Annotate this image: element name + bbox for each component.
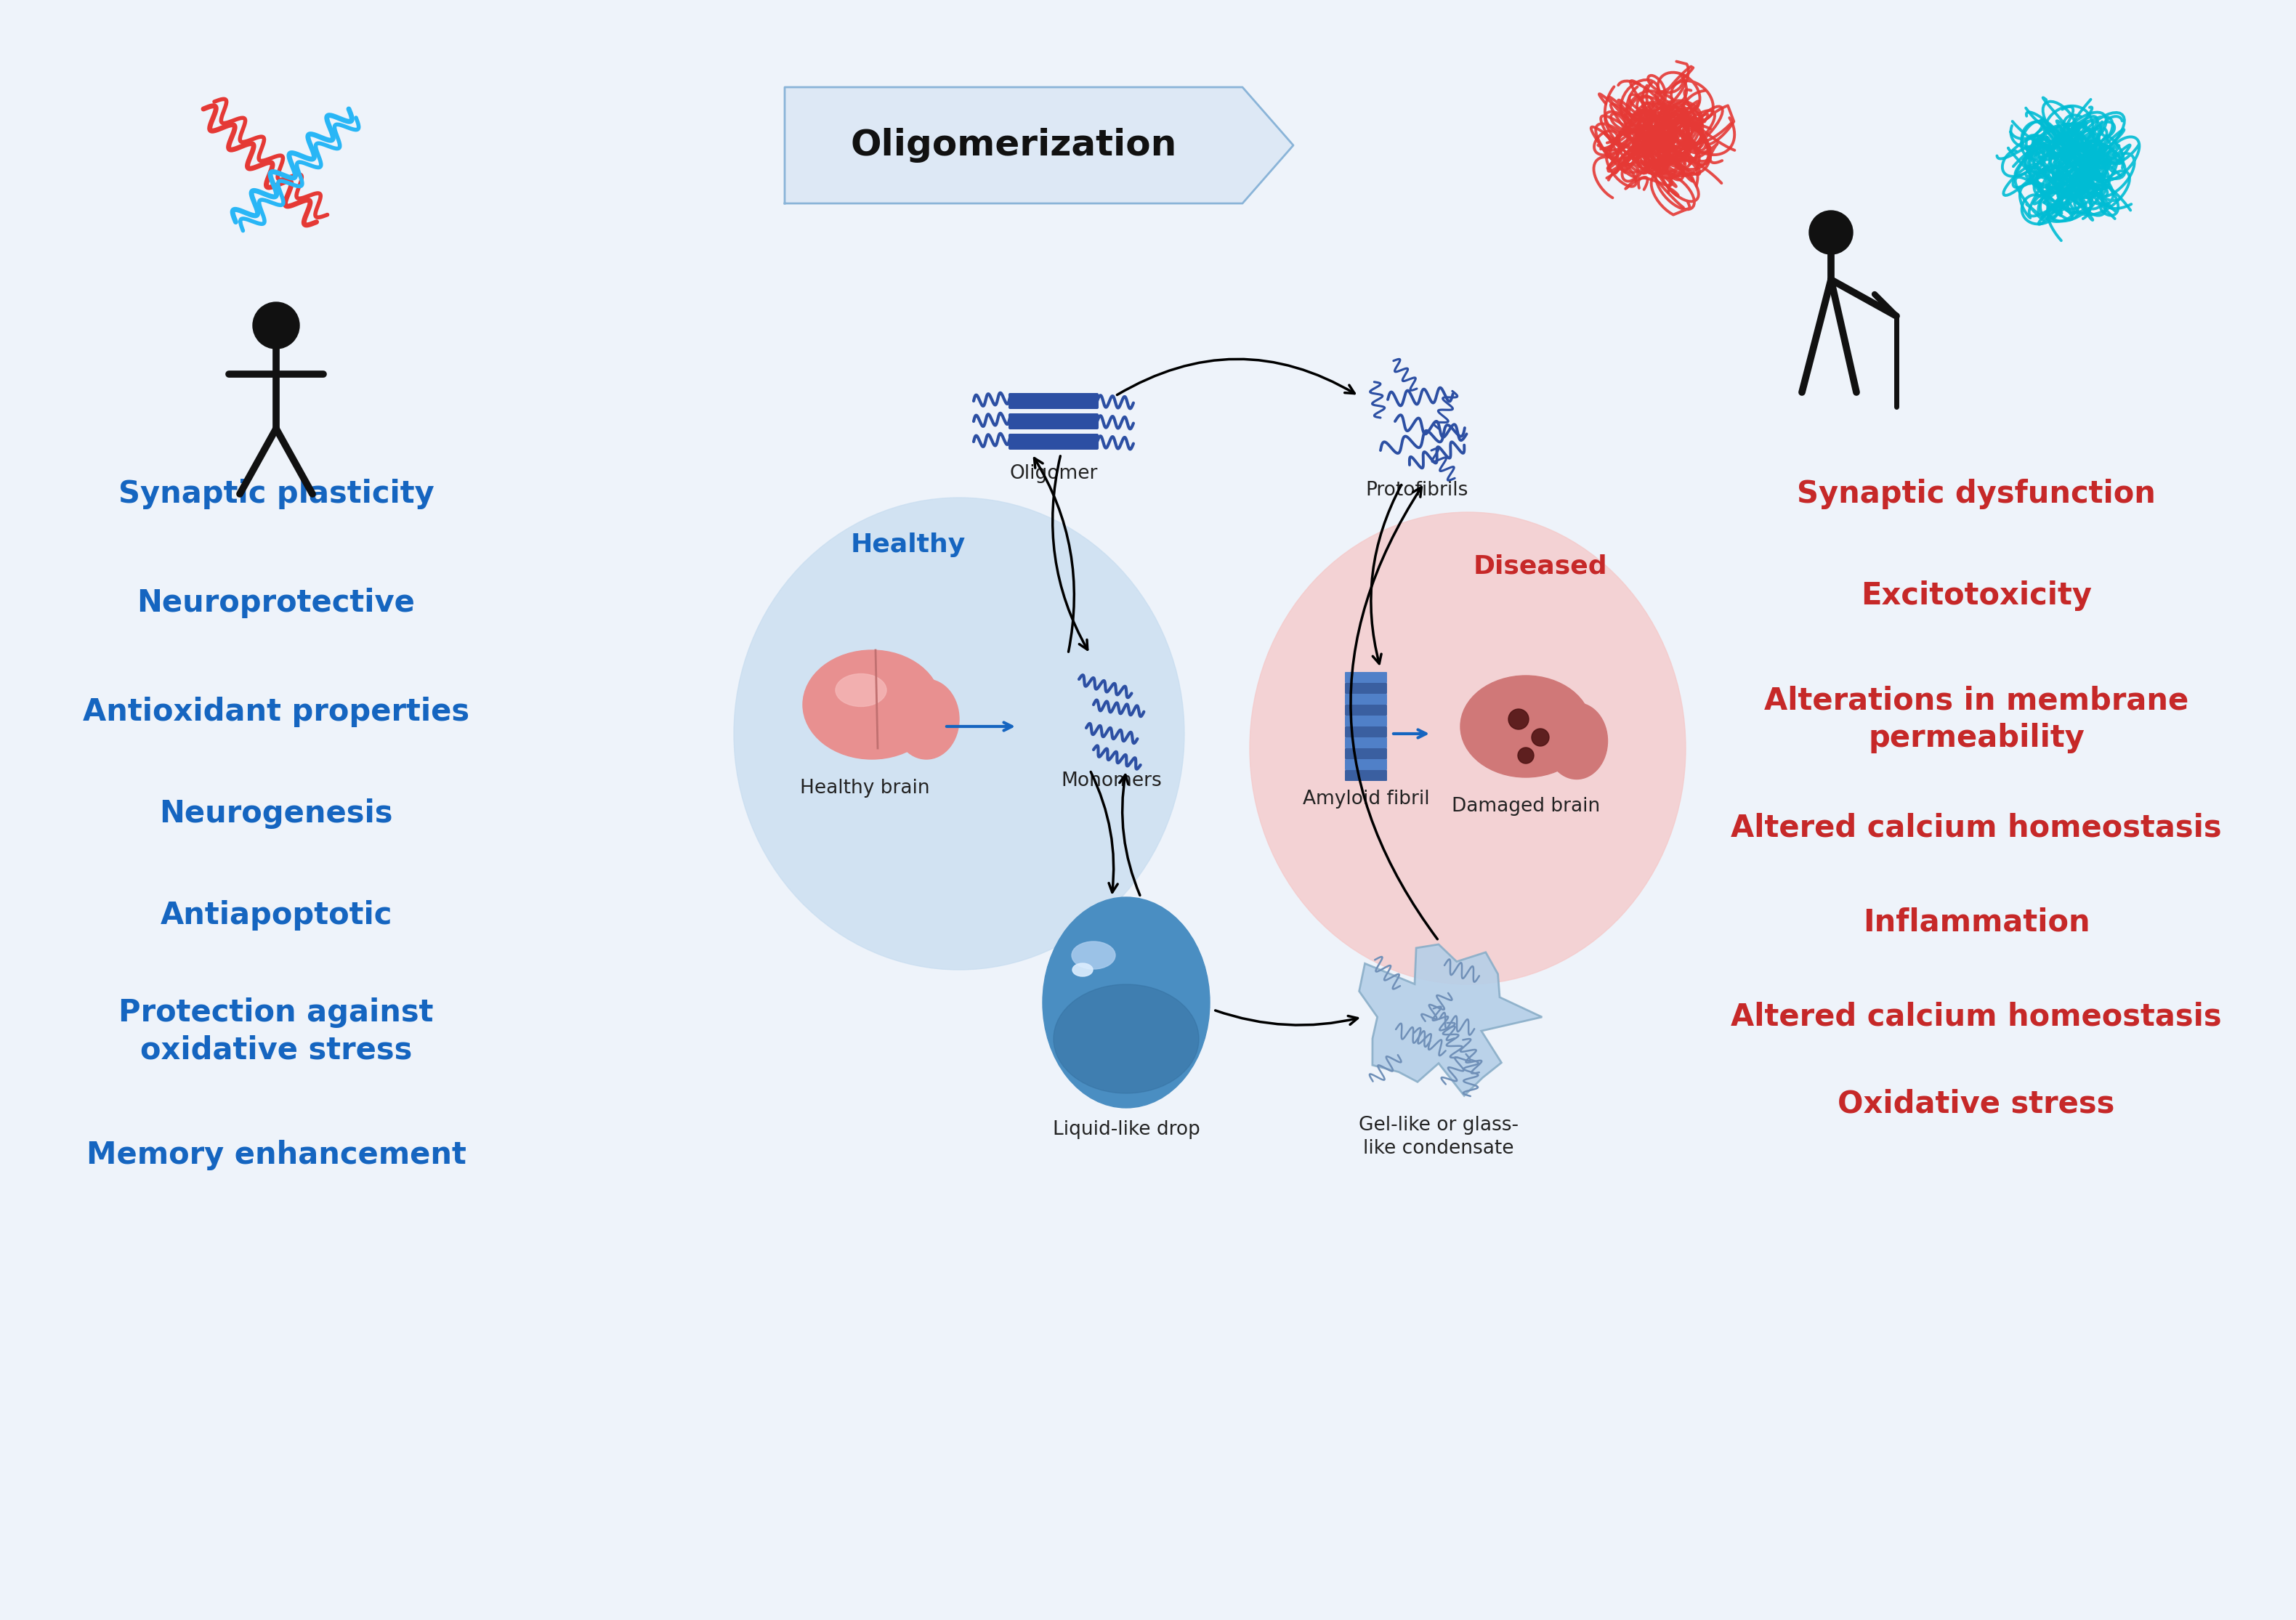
Text: Excitotoxicity: Excitotoxicity [1860, 580, 2092, 611]
Circle shape [1809, 211, 1853, 254]
FancyBboxPatch shape [1345, 716, 1387, 726]
Text: Antioxidant properties: Antioxidant properties [83, 697, 468, 727]
Text: Synaptic dysfunction: Synaptic dysfunction [1798, 480, 2156, 509]
Ellipse shape [1054, 985, 1199, 1094]
Text: Monomers: Monomers [1061, 771, 1162, 791]
Text: Gel-like or glass-
like condensate: Gel-like or glass- like condensate [1359, 1116, 1518, 1158]
FancyBboxPatch shape [1345, 760, 1387, 770]
FancyBboxPatch shape [1345, 693, 1387, 705]
Polygon shape [785, 87, 1293, 204]
Polygon shape [1359, 944, 1543, 1095]
Text: Memory enhancement: Memory enhancement [87, 1140, 466, 1170]
Text: Liquid-like drop: Liquid-like drop [1052, 1119, 1201, 1139]
Text: Diseased: Diseased [1474, 554, 1607, 578]
Text: Protection against
oxidative stress: Protection against oxidative stress [119, 998, 434, 1066]
FancyBboxPatch shape [1008, 413, 1097, 429]
Text: Healthy brain: Healthy brain [799, 779, 930, 797]
Text: Healthy: Healthy [852, 533, 967, 557]
FancyBboxPatch shape [1008, 434, 1097, 450]
Circle shape [1508, 710, 1529, 729]
Text: Amyloid fibril: Amyloid fibril [1302, 789, 1430, 808]
Ellipse shape [1072, 941, 1116, 969]
Text: Synaptic plasticity: Synaptic plasticity [117, 480, 434, 509]
Text: Neuroprotective: Neuroprotective [138, 588, 416, 619]
Ellipse shape [804, 650, 941, 760]
Ellipse shape [1072, 964, 1093, 977]
Text: Neurogenesis: Neurogenesis [158, 799, 393, 829]
FancyBboxPatch shape [1345, 726, 1387, 737]
Ellipse shape [1249, 512, 1685, 985]
Text: Antiapoptotic: Antiapoptotic [161, 901, 393, 930]
Text: Oligomerization: Oligomerization [850, 128, 1178, 162]
Text: Alterations in membrane
permeability: Alterations in membrane permeability [1763, 685, 2188, 753]
Ellipse shape [836, 674, 886, 706]
Text: Oligomer: Oligomer [1010, 465, 1097, 483]
Ellipse shape [1545, 703, 1607, 779]
Ellipse shape [1460, 676, 1591, 778]
FancyBboxPatch shape [1345, 705, 1387, 716]
Text: Inflammation: Inflammation [1862, 907, 2089, 938]
FancyBboxPatch shape [1345, 684, 1387, 693]
FancyBboxPatch shape [1345, 672, 1387, 684]
Text: Altered calcium homeostasis: Altered calcium homeostasis [1731, 1001, 2223, 1032]
FancyBboxPatch shape [1345, 770, 1387, 781]
FancyBboxPatch shape [1345, 737, 1387, 748]
FancyBboxPatch shape [1008, 394, 1097, 408]
Text: Oxidative stress: Oxidative stress [1837, 1089, 2115, 1119]
Text: Altered calcium homeostasis: Altered calcium homeostasis [1731, 813, 2223, 844]
Ellipse shape [893, 679, 960, 760]
Circle shape [1518, 747, 1534, 763]
Circle shape [1531, 729, 1550, 747]
Ellipse shape [1042, 897, 1210, 1108]
FancyBboxPatch shape [1345, 748, 1387, 760]
Circle shape [253, 303, 298, 348]
Text: Protofibrils: Protofibrils [1366, 481, 1467, 501]
Ellipse shape [735, 497, 1185, 970]
Text: Damaged brain: Damaged brain [1451, 797, 1600, 816]
